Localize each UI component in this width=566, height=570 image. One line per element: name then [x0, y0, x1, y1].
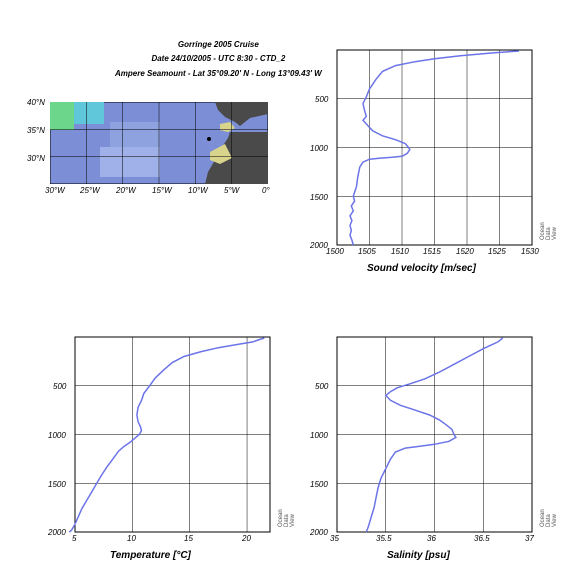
sv-ytick: 1000: [310, 144, 328, 153]
map-xtick: 10°W: [188, 186, 208, 195]
title-line2: Date 24/10/2005 - UTC 8:30 - CTD_2: [115, 52, 322, 66]
salinity-chart: Salinity [psu] Ocean Data View: [312, 332, 537, 547]
sal-ytick: 1000: [310, 431, 328, 440]
sv-xtick: 1520: [456, 247, 474, 256]
temp-ytick: 500: [53, 382, 66, 391]
map-xtick: 5°W: [224, 186, 239, 195]
sal-xtick: 37: [525, 534, 534, 543]
sal-xlabel: Salinity [psu]: [387, 550, 450, 561]
temp-xlabel: Temperature [°C]: [110, 550, 191, 561]
map-ytick: 30°N: [27, 154, 45, 163]
sal-watermark: Ocean Data View: [540, 509, 558, 527]
sv-watermark: Ocean Data View: [540, 222, 558, 240]
temp-xtick: 20: [242, 534, 251, 543]
sv-xtick: 1505: [358, 247, 376, 256]
map-xtick: 0°: [262, 186, 270, 195]
location-map: [50, 102, 268, 184]
map-xtick: 25°W: [80, 186, 100, 195]
sv-xtick: 1525: [488, 247, 506, 256]
temp-xtick: 15: [184, 534, 193, 543]
title-line1: Gorringe 2005 Cruise: [115, 38, 322, 52]
sal-xtick: 36: [427, 534, 436, 543]
temp-xtick: 5: [72, 534, 76, 543]
sal-ytick: 500: [315, 382, 328, 391]
sal-xtick: 35.5: [376, 534, 392, 543]
temp-ytick: 1500: [48, 480, 66, 489]
sv-ytick: 500: [315, 95, 328, 104]
temperature-chart: Temperature [°C] Ocean Data View: [50, 332, 275, 547]
sv-svg: [312, 45, 537, 260]
sv-ytick: 1500: [310, 193, 328, 202]
temp-ytick: 2000: [48, 528, 66, 537]
header-block: Gorringe 2005 Cruise Date 24/10/2005 - U…: [115, 38, 322, 81]
map-xtick: 20°W: [116, 186, 136, 195]
sal-xtick: 35: [330, 534, 339, 543]
map-ytick: 35°N: [27, 126, 45, 135]
temp-ytick: 1000: [48, 431, 66, 440]
temp-svg: [50, 332, 275, 547]
sal-svg: [312, 332, 537, 547]
sal-ytick: 2000: [310, 528, 328, 537]
sound-velocity-chart: Sound velocity [m/sec] Ocean Data View: [312, 45, 537, 260]
sv-xtick: 1530: [521, 247, 539, 256]
sal-xtick: 36.5: [474, 534, 490, 543]
sv-xlabel: Sound velocity [m/sec]: [367, 263, 476, 274]
sv-xtick: 1515: [423, 247, 441, 256]
temp-xtick: 10: [127, 534, 136, 543]
sv-ytick: 2000: [310, 241, 328, 250]
map-svg: [50, 102, 268, 184]
map-xtick: 15°W: [152, 186, 172, 195]
sv-xtick: 1510: [391, 247, 409, 256]
sv-xtick: 1500: [326, 247, 344, 256]
sal-ytick: 1500: [310, 480, 328, 489]
title-line3: Ampere Seamount - Lat 35°09.20' N - Long…: [115, 67, 322, 81]
map-xtick: 30°W: [45, 186, 65, 195]
map-ytick: 40°N: [27, 98, 45, 107]
temp-watermark: Ocean Data View: [278, 509, 296, 527]
